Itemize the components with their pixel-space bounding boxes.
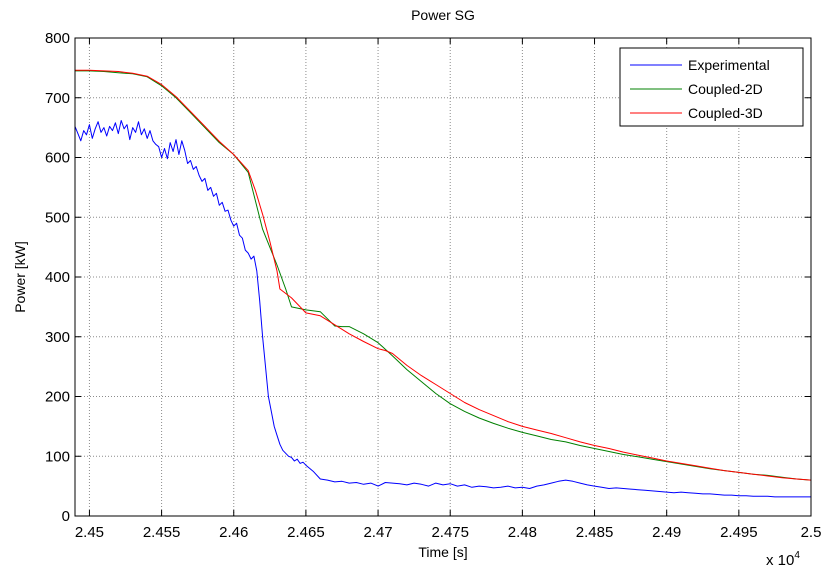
y-tick-label: 800 [45,30,70,47]
legend-label: Coupled-3D [688,105,763,121]
axis-ticks: 2.45 2.455 2.46 2.465 2.47 2.475 2.48 2.485 2.49… [45,30,821,541]
x-tick-label: 2.5 [801,524,822,541]
y-tick-label: 100 [45,448,70,465]
y-tick-label: 600 [45,150,70,167]
y-tick-label: 500 [45,209,70,226]
legend-label: Coupled-2D [688,81,763,97]
x-axis-multiplier: x 104 [766,550,800,569]
series-layer [74,69,812,498]
series-line-coupled-2d [75,70,812,481]
x-tick-label: 2.495 [720,524,758,541]
series-line-experimental [74,120,811,498]
x-tick-label: 2.485 [576,524,614,541]
y-tick-label: 0 [62,508,70,525]
y-tick-label: 700 [45,90,70,107]
legend-label: Experimental [688,57,770,73]
x-tick-label: 2.48 [508,524,537,541]
legend: Experimental Coupled-2D Coupled-3D [619,47,804,127]
x-multiplier-exponent: 4 [794,550,800,561]
x-tick-label: 2.475 [431,524,469,541]
x-tick-label: 2.455 [143,524,181,541]
series-line-coupled-3d [75,69,812,481]
chart-title: Power SG [411,7,475,23]
x-tick-label: 2.45 [75,524,104,541]
y-tick-label: 400 [45,269,70,286]
x-tick-label: 2.465 [287,524,325,541]
y-tick-label: 200 [45,389,70,406]
x-tick-label: 2.49 [652,524,681,541]
x-tick-label: 2.46 [219,524,248,541]
y-tick-label: 300 [45,329,70,346]
x-tick-label: 2.47 [363,524,392,541]
y-axis-label: Power [kW] [12,241,28,313]
x-axis-label: Time [s] [418,544,467,560]
x-multiplier-base: x 10 [766,552,794,569]
